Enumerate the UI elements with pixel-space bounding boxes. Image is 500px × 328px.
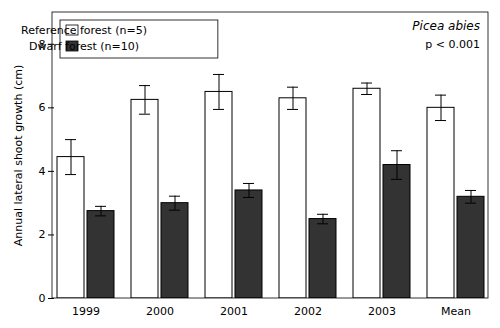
svg-text:2002: 2002 bbox=[294, 305, 322, 318]
svg-text:1999: 1999 bbox=[72, 305, 100, 318]
svg-text:2: 2 bbox=[39, 228, 46, 241]
svg-text:p < 0.001: p < 0.001 bbox=[425, 38, 480, 51]
svg-text:6: 6 bbox=[39, 101, 46, 114]
svg-text:0: 0 bbox=[39, 292, 46, 305]
svg-text:Reference forest (n=5): Reference forest (n=5) bbox=[21, 24, 147, 37]
svg-text:2001: 2001 bbox=[220, 305, 248, 318]
svg-text:Dwarf forest (n=10): Dwarf forest (n=10) bbox=[29, 40, 139, 53]
svg-text:Picea abies: Picea abies bbox=[412, 19, 480, 33]
svg-text:2003: 2003 bbox=[368, 305, 396, 318]
svg-text:Mean: Mean bbox=[441, 305, 471, 318]
svg-text:2000: 2000 bbox=[146, 305, 174, 318]
svg-text:4: 4 bbox=[39, 165, 46, 178]
svg-text:Annual lateral shoot growth (c: Annual lateral shoot growth (cm) bbox=[12, 65, 25, 247]
